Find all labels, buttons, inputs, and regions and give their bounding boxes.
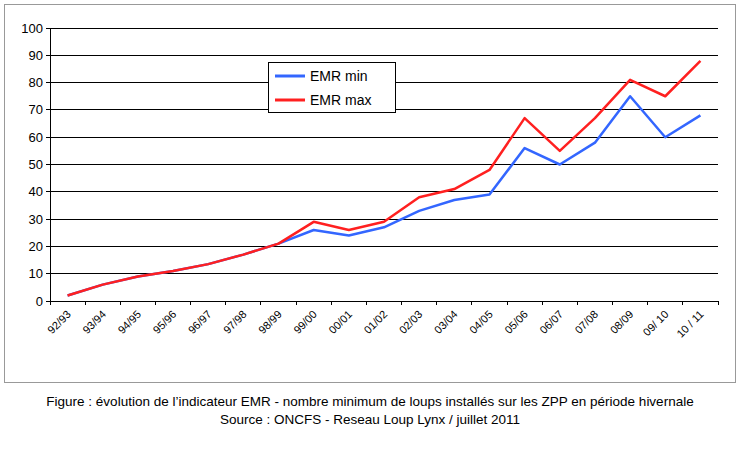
x-tick-label: 05/06 [502,308,530,336]
x-tick [542,301,543,305]
y-tick-label: 70 [29,102,43,117]
x-tick-label: 99/00 [291,308,319,336]
x-tick-label: 97/98 [221,308,249,336]
legend-swatch [275,75,305,78]
y-tick-label: 0 [36,294,43,309]
series-line [68,61,701,296]
x-tick [718,301,719,305]
x-tick [612,301,613,305]
x-tick-label: 10 / 11 [674,308,706,340]
y-tick-label: 20 [29,239,43,254]
y-tick-label: 50 [29,157,43,172]
x-tick-label: 03/04 [432,308,460,336]
y-tick-label: 60 [29,130,43,145]
x-tick-label: 00/01 [326,308,354,336]
x-tick-label: 02/03 [397,308,425,336]
y-tick [46,219,50,220]
y-tick-label: 10 [29,266,43,281]
chart-frame [5,5,736,383]
x-axis [50,301,718,302]
grid-line [50,137,718,138]
grid-line [50,55,718,56]
legend-box [269,63,396,113]
grid-line [50,219,718,220]
x-tick [296,301,297,305]
x-tick [366,301,367,305]
x-tick [507,301,508,305]
x-tick-label: 92/93 [45,308,73,336]
x-tick [120,301,121,305]
y-tick [46,137,50,138]
x-tick [50,301,51,305]
x-tick-label: 95/96 [151,308,179,336]
x-tick-label: 94/95 [115,308,143,336]
x-tick-label: 98/99 [256,308,284,336]
x-tick-label: 08/09 [608,308,636,336]
chart-container: 0 10 20 30 40 50 60 70 80 90 100 92/9393/9494/95 95/… [0,0,740,457]
x-tick-label: 06/07 [537,308,565,336]
source: Source : ONCFS - Reseau Loup Lynx / juil… [220,412,520,427]
y-tick [46,191,50,192]
y-tick [46,82,50,83]
x-tick-label: 07/08 [572,308,600,336]
legend-label: EMR max [310,92,371,108]
legend-label: EMR min [310,68,368,84]
series-line [68,96,701,295]
y-tick [46,28,50,29]
x-tick [647,301,648,305]
caption: Figure : évolution de l’indicateur EMR -… [46,394,693,409]
x-tick [436,301,437,305]
y-tick-label: 40 [29,184,43,199]
y-tick [46,109,50,110]
y-tick-label: 80 [29,75,43,90]
y-tick [46,164,50,165]
x-tick-label: 04/05 [467,308,495,336]
grid-line [50,191,718,192]
x-tick [331,301,332,305]
legend-swatch [275,99,305,102]
grid-line [50,164,718,165]
y-axis [50,28,51,301]
x-tick [682,301,683,305]
x-tick [260,301,261,305]
legend: EMR min EMR max [269,63,396,113]
x-tick-label: 96/97 [186,308,214,336]
x-tick [225,301,226,305]
x-tick [155,301,156,305]
x-tick-label: 01/02 [361,308,389,336]
x-tick [85,301,86,305]
grid-line [50,246,718,247]
x-tick [190,301,191,305]
x-tick [577,301,578,305]
x-tick-label: 09/ 10 [641,308,671,338]
y-tick-label: 30 [29,212,43,227]
x-tick-label: 93/94 [80,308,108,336]
chart-svg: 0 10 20 30 40 50 60 70 80 90 100 92/9393/9494/95 95/… [0,0,740,457]
plot-lines [68,61,701,296]
y-tick-label: 90 [29,48,43,63]
y-tick [46,301,50,302]
x-tick [471,301,472,305]
grid-line [50,301,718,302]
y-tick [46,55,50,56]
y-tick [46,246,50,247]
grid-line [50,28,718,29]
y-tick [46,273,50,274]
x-tick [401,301,402,305]
y-tick-label: 100 [21,21,43,36]
